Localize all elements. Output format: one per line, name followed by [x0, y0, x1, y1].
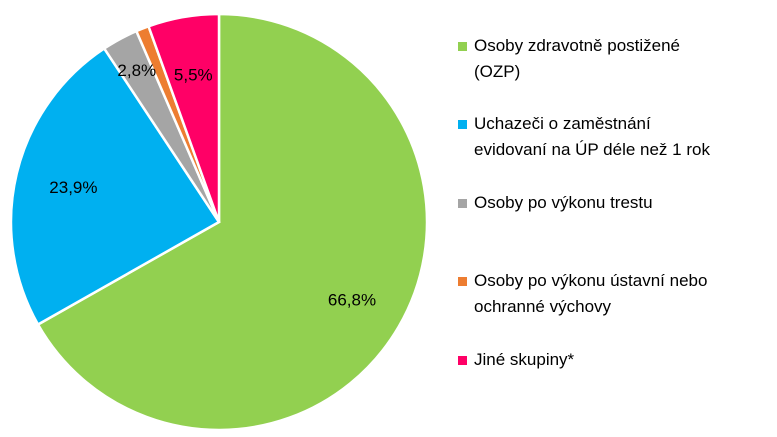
legend-label-line: Uchazeči o zaměstnání — [474, 114, 651, 133]
legend-swatch — [458, 277, 467, 286]
pie-data-label: 23,9% — [49, 178, 97, 197]
legend-label: Osoby po výkonu ústavní nebo ochranné výc… — [474, 268, 774, 320]
pie-slice — [9, 46, 221, 327]
legend-label-line: evidovaní na ÚP déle než 1 rok — [474, 140, 710, 159]
pie-data-label: 5,5% — [174, 66, 213, 85]
legend-swatch — [458, 42, 467, 51]
legend-swatch — [458, 199, 467, 208]
pie-slice — [36, 12, 429, 432]
pie-slice — [146, 12, 221, 223]
legend-label: Osoby po výkonu trestu — [474, 190, 774, 216]
legend-label-line: Osoby zdravotně postižené — [474, 36, 681, 55]
legend-label-line: ochranné výchovy — [474, 297, 612, 316]
pie-data-label: 2,8% — [117, 61, 156, 80]
legend-label-line: Osoby po výkonu ústavní nebo — [474, 271, 708, 290]
pie-data-label: 66,8% — [328, 291, 376, 310]
legend-label: Uchazeči o zaměstnání evidovaní na ÚP dél… — [474, 111, 774, 163]
pie-slices — [9, 12, 429, 432]
legend-label-line: (OZP) — [474, 62, 521, 81]
legend-label-line: Jiné skupiny* — [474, 350, 575, 369]
legend-label-line: Osoby po výkonu trestu — [474, 193, 653, 212]
legend-swatch — [458, 120, 467, 129]
legend-swatch — [458, 356, 467, 365]
legend-label: Osoby zdravotně postižené (OZP) — [474, 33, 774, 85]
legend-label: Jiné skupiny* — [474, 347, 774, 373]
pie-data-labels: 66,8% 23,9% 2,8% 5,5% — [49, 61, 376, 309]
